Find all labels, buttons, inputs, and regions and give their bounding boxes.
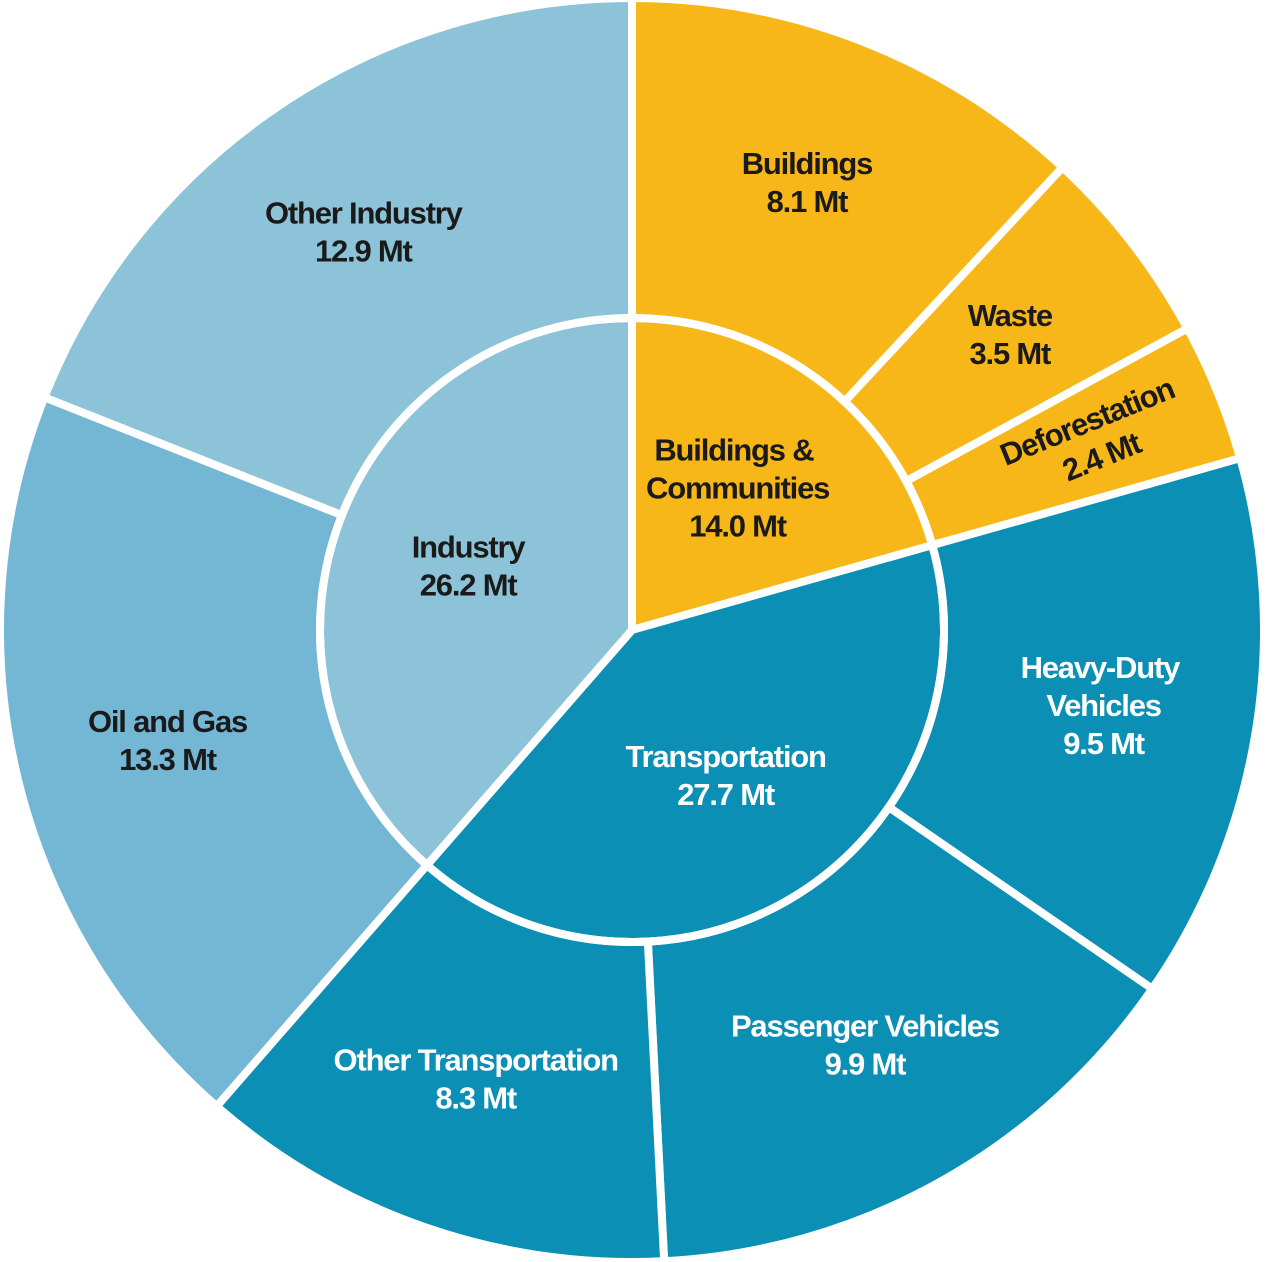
segment-name: Other Transportation (334, 1043, 619, 1078)
segment-value: 13.3 Mt (119, 742, 217, 777)
name-line: Industry (412, 530, 527, 565)
segment-name: Other Industry (265, 196, 464, 231)
name-line: Heavy-Duty (1021, 650, 1187, 685)
segment-name: Passenger Vehicles (731, 1009, 999, 1044)
name-line: Passenger Vehicles (731, 1009, 999, 1044)
segment-name: Buildings (742, 146, 872, 181)
segment-label: Passenger Vehicles 9.9 Mt (731, 1009, 999, 1082)
segment-label: Buildings 8.1 Mt (742, 146, 872, 219)
segment-value: 8.3 Mt (435, 1081, 517, 1116)
name-line: Vehicles (1046, 688, 1161, 723)
segment-label: Other Transportation 8.3 Mt (334, 1043, 619, 1116)
segment-name: Oil and Gas (88, 704, 247, 739)
name-line: Other Transportation (334, 1043, 619, 1078)
segment-value: 9.5 Mt (1063, 726, 1145, 761)
segment-value: 12.9 Mt (315, 234, 413, 269)
segment-value: 9.9 Mt (825, 1047, 907, 1082)
name-line: Buildings & (654, 433, 820, 468)
segment-label: Industry 26.2 Mt (412, 530, 527, 603)
segment-value: 14.0 Mt (689, 509, 787, 544)
segment-value: 26.2 Mt (420, 568, 518, 603)
segment-name: Heavy-Duty Vehicles (1021, 650, 1187, 723)
segment-label: Heavy-Duty Vehicles 9.5 Mt (1021, 650, 1187, 761)
segment-name: Waste (968, 298, 1053, 333)
segment-value: 27.7 Mt (677, 777, 775, 812)
segment-value: 8.1 Mt (767, 184, 849, 219)
name-line: Transportation (626, 739, 826, 774)
name-line: Other Industry (265, 196, 464, 231)
segment-name: Buildings & Communities (646, 433, 829, 506)
segment-name: Industry (412, 530, 527, 565)
segment-value: 3.5 Mt (969, 336, 1051, 371)
segment-label: Other Industry 12.9 Mt (265, 196, 464, 269)
name-line: Waste (968, 298, 1053, 333)
name-line: Oil and Gas (88, 704, 247, 739)
segment-label: Transportation 27.7 Mt (626, 739, 826, 812)
inner-ring-border (316, 314, 948, 946)
segment-label: Buildings & Communities 14.0 Mt (646, 433, 829, 544)
segment-label: Waste 3.5 Mt (968, 298, 1053, 371)
name-line: Buildings (742, 146, 872, 181)
segment-name: Transportation (626, 739, 826, 774)
name-line: Communities (646, 471, 829, 506)
segment-label: Oil and Gas 13.3 Mt (88, 704, 247, 777)
